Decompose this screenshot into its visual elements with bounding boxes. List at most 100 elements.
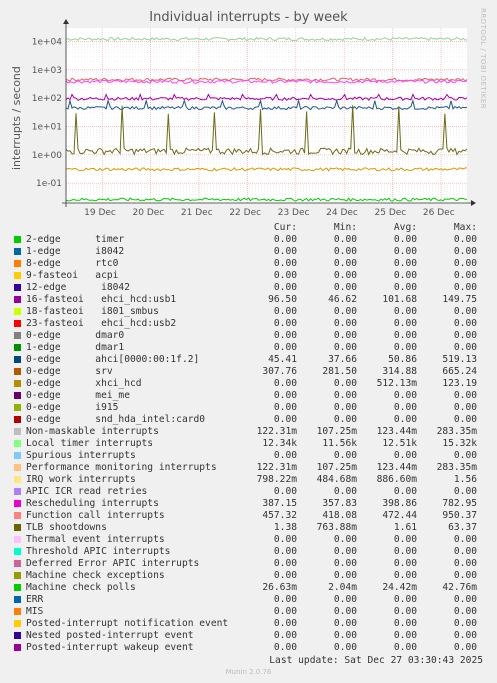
legend-row: Function call interrupts 457.32 418.08 472.… [0, 510, 497, 522]
legend-value-min: 0.00 [333, 534, 357, 545]
legend-value-avg: 398.86 [382, 498, 417, 509]
legend-row: MIS 0.00 0.00 0.00 0.00 [0, 606, 497, 618]
legend-value-min: 0.00 [333, 618, 357, 629]
legend-value-max: 0.00 [453, 630, 477, 641]
legend-value-cur: 12.34k [262, 438, 297, 449]
legend-value-max: 283.35m [436, 426, 477, 437]
legend-swatch [14, 512, 21, 519]
legend-swatch [14, 560, 21, 567]
legend-value-min: 0.00 [333, 642, 357, 653]
legend-name: 16-fasteoi ehci_hcd:usb1 [26, 294, 177, 305]
legend-value-min: 0.00 [333, 486, 357, 497]
legend-value-max: 0.00 [453, 546, 477, 557]
legend-value-cur: 122.31m [256, 426, 297, 437]
legend-value-cur: 0.00 [273, 234, 297, 245]
legend-swatch [14, 644, 21, 651]
legend-value-min: 107.25m [316, 426, 357, 437]
legend-name: TLB shootdowns [26, 522, 107, 533]
legend-value-avg: 314.88 [382, 366, 417, 377]
legend-swatch [14, 428, 21, 435]
legend-value-min: 0.00 [333, 306, 357, 317]
legend-value-avg: 0.00 [393, 258, 417, 269]
series-line [65, 167, 468, 172]
legend-swatch [14, 368, 21, 375]
x-tick-label: 21 Dec [181, 208, 213, 218]
legend-value-min: 357.83 [322, 498, 357, 509]
legend-row: Local timer interrupts 12.34k 11.56k 12.51k… [0, 438, 497, 450]
legend-value-cur: 26.63m [262, 582, 297, 593]
legend-value-avg: 0.00 [393, 486, 417, 497]
last-update: Last update: Sat Dec 27 03:30:43 2025 [269, 655, 483, 666]
legend-value-max: 63.37 [448, 522, 477, 533]
legend-swatch [14, 452, 21, 459]
legend-swatch [14, 248, 21, 255]
legend-row: Spurious interrupts 0.00 0.00 0.00 0.00 [0, 450, 497, 462]
y-tick-label: 1e+03 [32, 66, 62, 76]
x-tick-label: 24 Dec [326, 208, 358, 218]
legend-value-min: 0.00 [333, 594, 357, 605]
legend-name: Deferred Error APIC interrupts [26, 558, 200, 569]
legend-value-avg: 50.86 [388, 354, 417, 365]
legend-value-min: 0.00 [333, 546, 357, 557]
legend-swatch [14, 608, 21, 615]
legend-name: 0-edge i915 [26, 402, 119, 413]
series-line [65, 36, 468, 42]
legend-swatch [14, 500, 21, 507]
legend-row: 9-fasteoi acpi 0.00 0.00 0.00 0.00 [0, 270, 497, 282]
legend-value-cur: 0.00 [273, 570, 297, 581]
legend-value-avg: 0.00 [393, 390, 417, 401]
legend-value-cur: 0.00 [273, 282, 297, 293]
legend-value-cur: 0.00 [273, 390, 297, 401]
legend-name: 0-edge srv [26, 366, 113, 377]
legend-name: Local timer interrupts [26, 438, 154, 449]
legend-value-cur: 0.00 [273, 642, 297, 653]
legend-value-max: 519.13 [442, 354, 477, 365]
legend-value-max: 0.00 [453, 258, 477, 269]
legend-value-avg: 0.00 [393, 558, 417, 569]
legend-row: Deferred Error APIC interrupts 0.00 0.00 0.… [0, 558, 497, 570]
legend-swatch [14, 308, 21, 315]
legend-value-max: 0.00 [453, 306, 477, 317]
legend-swatch [14, 596, 21, 603]
legend-name: Machine check polls [26, 582, 136, 593]
legend-value-avg: 0.00 [393, 306, 417, 317]
legend-row: 0-edge dmar0 0.00 0.00 0.00 0.00 [0, 330, 497, 342]
legend-swatch [14, 404, 21, 411]
x-tick-label: 25 Dec [375, 208, 407, 218]
legend-value-cur: 0.00 [273, 606, 297, 617]
legend-row: 0-edge mei_me 0.00 0.00 0.00 0.00 [0, 390, 497, 402]
legend-value-cur: 0.00 [273, 402, 297, 413]
legend-value-min: 763.88m [316, 522, 357, 533]
legend-value-avg: 123.44m [376, 462, 417, 473]
legend-value-min: 0.00 [333, 246, 357, 257]
legend-value-max: 0.00 [453, 270, 477, 281]
legend-swatch [14, 620, 21, 627]
legend-swatch [14, 536, 21, 543]
legend-row: Rescheduling interrupts 387.15 357.83 398.8… [0, 498, 497, 510]
legend-value-max: 123.19 [442, 378, 477, 389]
legend-value-avg: 24.42m [382, 582, 417, 593]
legend-value-min: 2.04m [328, 582, 357, 593]
legend-value-cur: 122.31m [256, 462, 297, 473]
legend-swatch [14, 440, 21, 447]
legend-value-avg: 0.00 [393, 270, 417, 281]
legend-row: 2-edge timer 0.00 0.00 0.00 0.00 [0, 234, 497, 246]
legend-value-avg: 472.44 [382, 510, 417, 521]
legend-row: 0-edge xhci_hcd 0.00 0.00 512.13m 123.19 [0, 378, 497, 390]
legend-value-cur: 1.38 [273, 522, 297, 533]
legend-value-max: 0.00 [453, 606, 477, 617]
legend-value-min: 0.00 [333, 270, 357, 281]
legend-name: IRQ work interrupts [26, 474, 136, 485]
legend-swatch [14, 464, 21, 471]
y-tick-label: 1e-01 [36, 179, 62, 189]
legend-name: Function call interrupts [26, 510, 165, 521]
legend-value-max: 42.76m [442, 582, 477, 593]
legend-value-max: 0.00 [453, 390, 477, 401]
legend-value-avg: 0.00 [393, 534, 417, 545]
legend-name: Rescheduling interrupts [26, 498, 159, 509]
legend-value-min: 0.00 [333, 282, 357, 293]
legend-name: 0-edge xhci_hcd [26, 378, 142, 389]
legend-row: 0-edge i915 0.00 0.00 0.00 0.00 [0, 402, 497, 414]
legend-value-cur: 96.50 [268, 294, 297, 305]
legend-value-avg: 0.00 [393, 450, 417, 461]
